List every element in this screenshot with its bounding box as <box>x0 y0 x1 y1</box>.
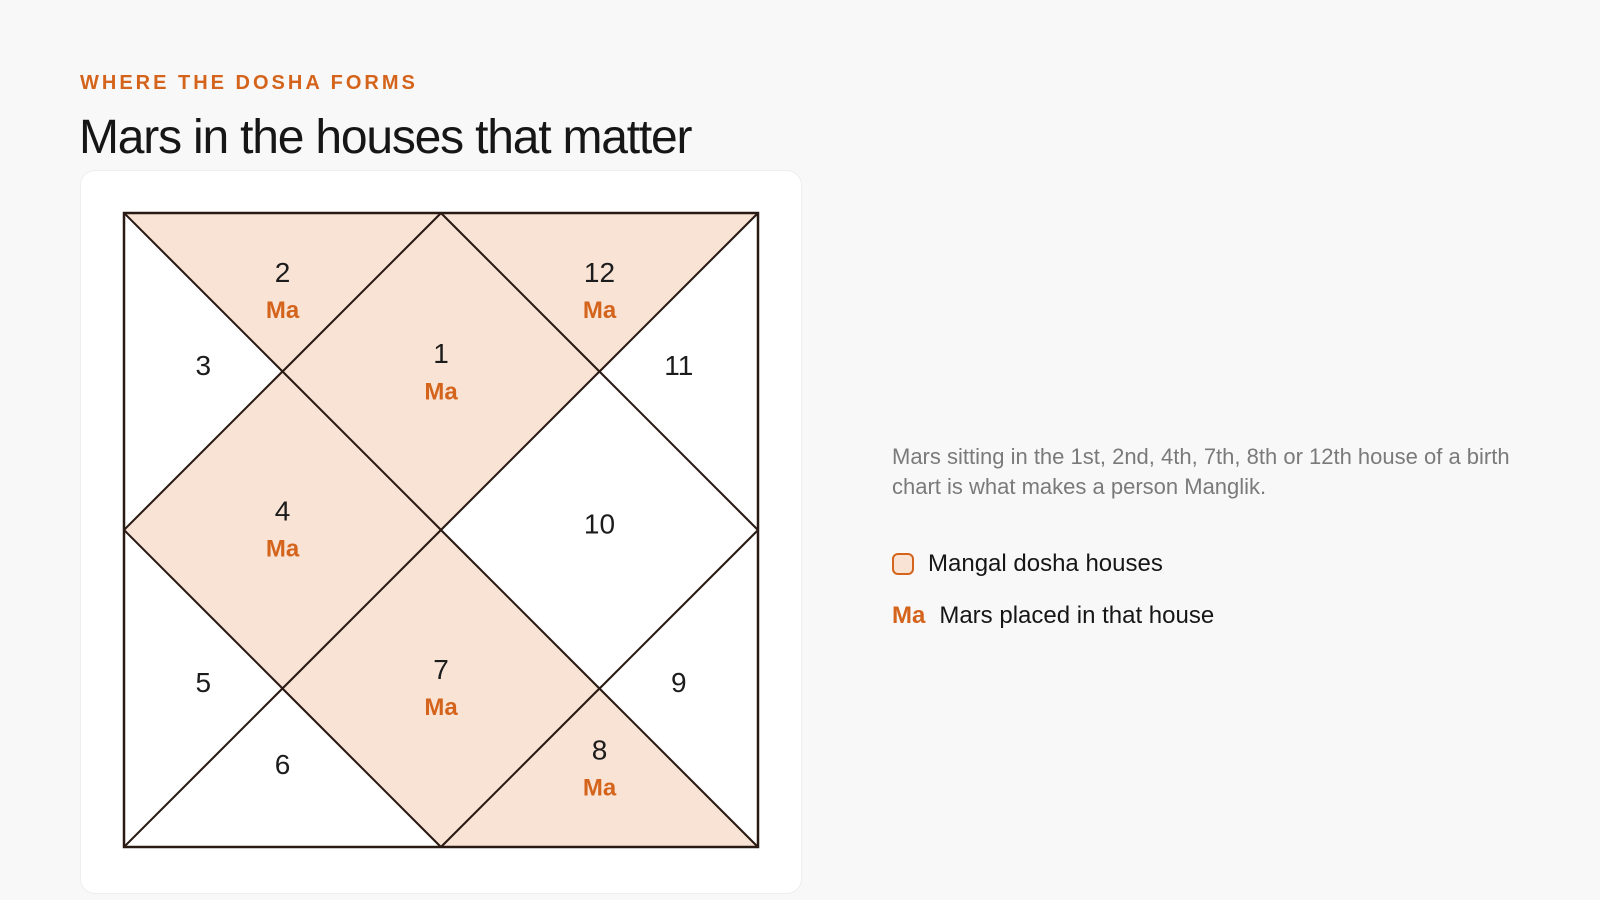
eyebrow: WHERE THE DOSHA FORMS <box>80 72 418 94</box>
legend-item: Ma Mars placed in that house <box>892 590 1214 642</box>
house-number: 8 <box>592 734 608 765</box>
chart-card: 1 Ma 2 Ma 3 4 Ma 5 6 7 Ma 8 Ma 9 10 11 12 Ma <box>81 171 801 893</box>
house-number: 5 <box>195 667 211 698</box>
planet: Ma <box>583 297 617 324</box>
house-number: 12 <box>584 257 615 288</box>
planet: Ma <box>424 378 458 405</box>
house-number: 4 <box>275 495 291 526</box>
chart-border <box>122 211 760 849</box>
title: Mars in the houses that matter <box>79 111 693 164</box>
house-number: 6 <box>275 749 291 780</box>
description: Mars sitting in the 1st, 2nd, 4th, 7th, … <box>892 444 1510 499</box>
house-number: 7 <box>433 654 449 685</box>
house-number: 10 <box>584 509 615 540</box>
house-number: 3 <box>195 350 211 381</box>
house-number: 11 <box>664 350 693 381</box>
house-number: 9 <box>671 667 687 698</box>
house-number: 2 <box>275 257 291 288</box>
legend-swatch <box>892 553 914 575</box>
legend-marker: Ma <box>892 602 926 629</box>
legend: Mangal dosha houses Ma Mars placed in that… <box>892 538 1214 642</box>
planet: Ma <box>583 775 617 802</box>
kundli-chart: 1 Ma 2 Ma 3 4 Ma 5 6 7 Ma 8 Ma 9 10 11 12 Ma <box>122 211 760 849</box>
planet: Ma <box>266 536 300 563</box>
planet: Ma <box>266 297 300 324</box>
house-number: 1 <box>433 338 449 369</box>
legend-label: Mangal dosha houses <box>928 550 1163 577</box>
legend-label: Mars placed in that house <box>939 602 1215 629</box>
planet: Ma <box>424 694 458 721</box>
legend-item: Mangal dosha houses <box>892 538 1214 590</box>
